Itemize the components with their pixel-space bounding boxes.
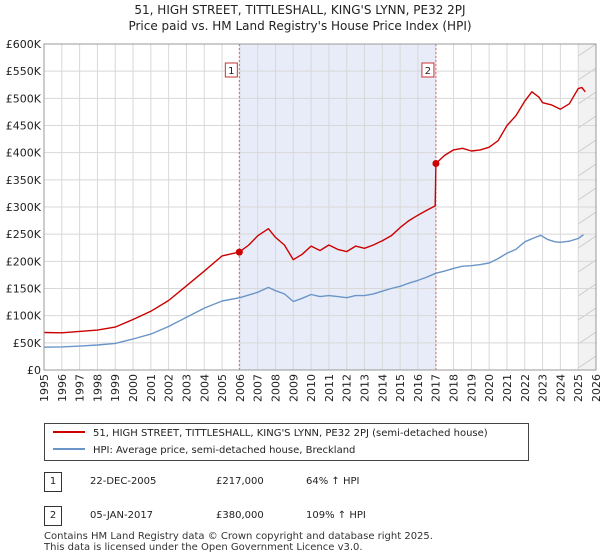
footer-copyright: Contains HM Land Registry data © Crown c… (44, 531, 433, 542)
x-tick-label: 2003 (180, 374, 193, 402)
legend-item-hpi: HPI: Average price, semi-detached house,… (53, 443, 355, 459)
x-tick-label: 2006 (234, 374, 247, 402)
forecast-hatch (577, 283, 597, 297)
y-tick-label: £200K (6, 255, 42, 268)
x-tick-label: 2022 (519, 374, 532, 402)
y-tick-label: £50K (13, 337, 42, 350)
footer-licence: This data is licensed under the Open Gov… (44, 542, 363, 553)
forecast-hatch (577, 139, 597, 153)
x-tick-label: 2009 (287, 374, 300, 402)
y-tick-label: £450K (6, 120, 42, 133)
x-tick-label: 2017 (430, 374, 443, 402)
x-tick-label: 2010 (305, 374, 318, 402)
x-tick-label: 2025 (572, 374, 585, 402)
y-tick-label: £100K (6, 310, 42, 323)
x-tick-label: 2007 (252, 374, 265, 402)
hpi-line (43, 234, 584, 348)
sale-date-2: 05-JAN-2017 (90, 510, 154, 521)
plot-border (43, 43, 597, 371)
forecast-hatch (577, 355, 597, 369)
sale-badge-1: 1 (44, 472, 62, 492)
forecast-hatch (577, 259, 597, 273)
sale-marker-label-1: 1 (228, 66, 234, 77)
legend-swatch-property (53, 431, 85, 433)
y-tick-label: £550K (6, 65, 42, 78)
x-tick-label: 2008 (269, 374, 282, 402)
price-chart: £0 £50K £100K £150K £200K £250K £300K £350K £400… (6, 38, 600, 402)
forecast-hatch (577, 163, 597, 177)
x-tick-label: 2019 (465, 374, 478, 402)
title-subtitle: Price paid vs. HM Land Registry's House … (128, 19, 472, 33)
chart-title: 51, HIGH STREET, TITTLESHALL, KING'S LYN… (0, 2, 600, 34)
legend: 51, HIGH STREET, TITTLESHALL, KING'S LYN… (44, 423, 529, 461)
x-tick-label: 1999 (109, 374, 122, 402)
x-tick-label: 2026 (590, 374, 600, 402)
y-tick-label: £250K (6, 228, 42, 241)
forecast-hatch (577, 43, 597, 57)
x-tick-label: 1997 (74, 374, 87, 402)
x-tick-label: 2001 (145, 374, 158, 402)
x-tick-label: 1995 (38, 374, 51, 402)
sale-point-2 (432, 160, 440, 168)
sale-marker-box-1 (224, 62, 238, 78)
legend-label-hpi: HPI: Average price, semi-detached house,… (93, 445, 356, 456)
legend-item-property: 51, HIGH STREET, TITTLESHALL, KING'S LYN… (53, 426, 488, 442)
footer: Contains HM Land Registry data © Crown c… (44, 531, 433, 553)
y-tick-label: £150K (6, 283, 42, 296)
x-tick-label: 2013 (359, 374, 372, 402)
y-tick-label: £500K (6, 92, 42, 105)
x-tick-label: 2005 (216, 374, 229, 402)
x-tick-label: 2016 (412, 374, 425, 402)
sale-date-1: 22-DEC-2005 (90, 476, 157, 487)
sale-hpi-1: 64% ↑ HPI (306, 476, 360, 487)
legend-swatch-hpi (53, 448, 85, 450)
forecast-hatch (577, 211, 597, 225)
x-tick-label: 2011 (323, 374, 336, 402)
forecast-hatch (577, 187, 597, 201)
x-tick-label: 2023 (537, 374, 550, 402)
sale-marker-box-2 (421, 62, 435, 78)
sale-price-2: £380,000 (216, 510, 264, 521)
x-tick-label: 1998 (91, 374, 104, 402)
x-tick-label: 2021 (501, 374, 514, 402)
sale-price-1: £217,000 (216, 476, 264, 487)
forecast-hatch (577, 67, 597, 81)
sale-hpi-2: 109% ↑ HPI (306, 510, 366, 521)
x-tick-label: 2018 (448, 374, 461, 402)
property-price-line (43, 86, 586, 334)
legend-label-property: 51, HIGH STREET, TITTLESHALL, KING'S LYN… (93, 428, 488, 439)
y-tick-label: £0 (27, 364, 41, 377)
title-address: 51, HIGH STREET, TITTLESHALL, KING'S LYN… (134, 3, 466, 17)
sale-badge-2: 2 (44, 506, 62, 526)
y-tick-label: £350K (6, 174, 42, 187)
x-tick-label: 2000 (127, 374, 140, 402)
x-tick-label: 1996 (56, 374, 69, 402)
y-tick-label: £400K (6, 147, 42, 160)
x-tick-label: 2015 (394, 374, 407, 402)
x-tick-label: 2002 (163, 374, 176, 402)
sale-point-1 (235, 248, 243, 256)
sale-marker-label-2: 2 (425, 66, 431, 77)
forecast-hatch (577, 307, 597, 321)
forecast-hatch (577, 331, 597, 345)
x-tick-label: 2012 (341, 374, 354, 402)
x-tick-label: 2004 (198, 374, 211, 402)
x-tick-label: 2020 (483, 374, 496, 402)
x-tick-label: 2014 (376, 374, 389, 402)
x-tick-label: 2024 (554, 374, 567, 402)
y-tick-label: £600K (6, 38, 42, 51)
y-tick-label: £300K (6, 201, 42, 214)
forecast-hatch (577, 235, 597, 249)
